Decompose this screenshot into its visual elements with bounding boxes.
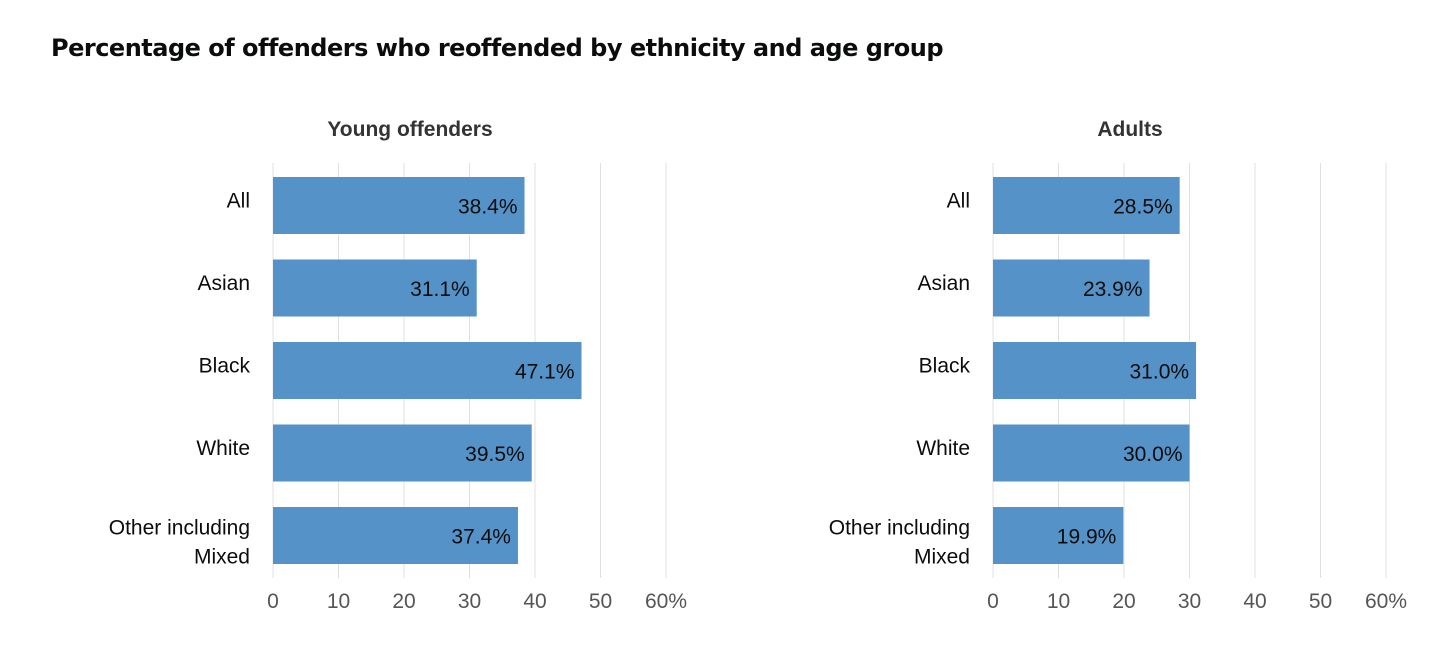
x-tick-label: 50 — [589, 590, 612, 613]
x-tick-label: 0 — [987, 590, 999, 613]
chart-title: Percentage of offenders who reoffended b… — [51, 34, 944, 62]
category-label: All — [947, 190, 970, 213]
x-tick-label: 50 — [1309, 590, 1332, 613]
bar — [993, 342, 1197, 399]
panel-title: Adults — [1097, 118, 1162, 141]
bar — [993, 177, 1180, 234]
x-tick-label: 60% — [645, 590, 687, 613]
data-label: 31.0% — [1130, 361, 1190, 384]
bar — [273, 507, 518, 564]
x-tick-label: 20 — [392, 590, 415, 613]
bar — [273, 177, 525, 234]
bar — [993, 507, 1124, 564]
chart-panel-1: Adults 0 10 20 30 40 50 60% 28.5% All 23.9% Asian 31… — [829, 118, 1407, 613]
category-label: Other including Mixed — [829, 517, 970, 569]
x-tick-label: 10 — [327, 590, 350, 613]
category-label: Asian — [917, 272, 970, 295]
x-tick-label: 20 — [1112, 590, 1135, 613]
category-label: Asian — [197, 272, 250, 295]
x-tick-label: 40 — [523, 590, 546, 613]
data-label: 19.9% — [1057, 526, 1117, 549]
bar — [273, 424, 532, 482]
data-label: 38.4% — [458, 196, 518, 219]
data-label: 30.0% — [1123, 443, 1183, 466]
x-tick-label: 0 — [267, 590, 279, 613]
x-tick-label: 30 — [1178, 590, 1201, 613]
data-label: 23.9% — [1083, 278, 1143, 301]
x-tick-label: 30 — [458, 590, 481, 613]
data-label: 28.5% — [1113, 196, 1173, 219]
x-tick-label: 40 — [1243, 590, 1266, 613]
category-label: White — [196, 437, 250, 460]
bar — [993, 424, 1190, 482]
category-label: Black — [919, 355, 971, 378]
bar — [273, 342, 582, 399]
x-tick-label: 60% — [1365, 590, 1407, 613]
category-label: White — [916, 437, 970, 460]
panel-title: Young offenders — [327, 118, 492, 141]
category-label: All — [227, 190, 250, 213]
chart-panel-0: Young offenders 0 10 20 30 40 50 60% 38.4% All 31.… — [109, 118, 687, 613]
bar — [273, 259, 477, 317]
bar — [993, 259, 1150, 317]
category-label: Black — [199, 355, 251, 378]
data-label: 31.1% — [410, 278, 470, 301]
data-label: 47.1% — [515, 361, 575, 384]
data-label: 37.4% — [451, 526, 511, 549]
category-label: Other including Mixed — [109, 517, 250, 569]
x-tick-label: 10 — [1047, 590, 1070, 613]
data-label: 39.5% — [465, 443, 525, 466]
